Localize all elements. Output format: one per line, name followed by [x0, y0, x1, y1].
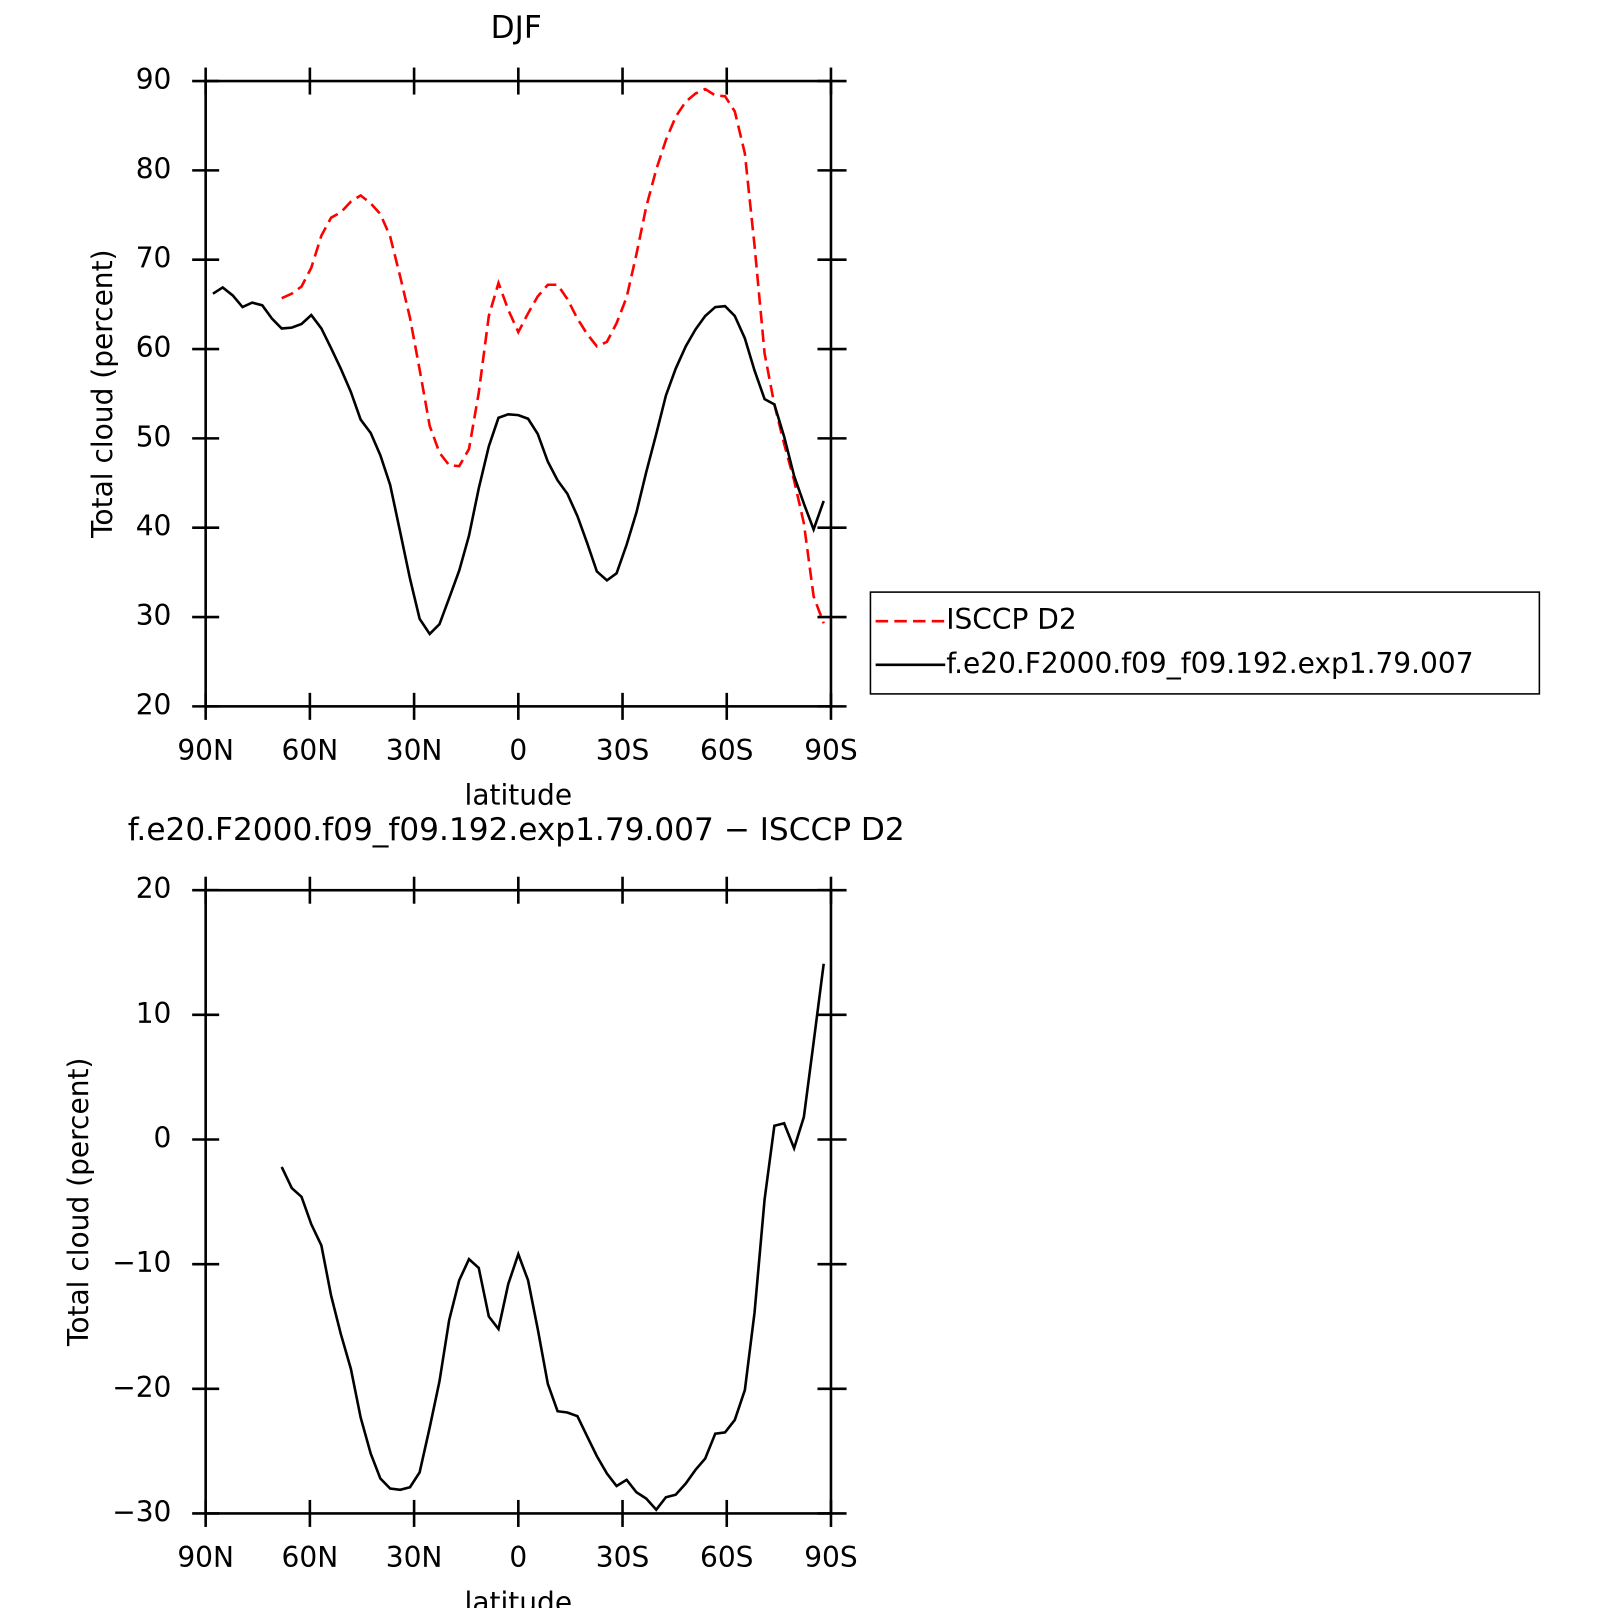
y-tick-label: −10	[112, 1246, 171, 1279]
data-line	[280, 963, 825, 1512]
y-axis-label: Total cloud (percent)	[86, 249, 119, 538]
y-tick-label: 80	[136, 152, 172, 185]
x-tick-label: 0	[509, 1541, 527, 1574]
x-tick-label: 0	[509, 734, 527, 767]
legend-box	[869, 591, 1541, 695]
y-tick-label: 50	[136, 420, 172, 453]
y-tick-label: 90	[136, 63, 172, 96]
x-tick-label: 30S	[596, 1541, 649, 1574]
y-axis-label: Total cloud (percent)	[62, 1058, 95, 1347]
x-tick-label: 30N	[386, 1541, 443, 1574]
legend-label: ISCCP D2	[946, 603, 1076, 636]
x-tick-label: 60S	[700, 1541, 753, 1574]
y-tick-label: −20	[112, 1371, 171, 1404]
x-tick-label: 60N	[282, 734, 339, 767]
y-tick-label: 70	[136, 242, 172, 275]
y-tick-label: −30	[112, 1495, 171, 1528]
y-tick-label: 0	[154, 1122, 172, 1155]
y-tick-label: 20	[136, 872, 172, 905]
plot-frame	[204, 888, 833, 1515]
y-tick-label: 60	[136, 331, 172, 364]
x-tick-label: 30N	[386, 734, 443, 767]
y-tick-label: 30	[136, 599, 172, 632]
x-tick-label: 90N	[177, 734, 234, 767]
x-tick-label: 60S	[700, 734, 753, 767]
y-tick-label: 40	[136, 510, 172, 543]
chart-title: f.e20.F2000.f09_f09.192.exp1.79.007 − IS…	[128, 812, 905, 848]
x-axis-label: latitude	[465, 779, 573, 812]
chart-title: DJF	[491, 10, 542, 46]
x-tick-label: 90N	[177, 1541, 234, 1574]
y-tick-label: 20	[136, 688, 172, 721]
x-tick-label: 90S	[804, 1541, 857, 1574]
data-line	[281, 87, 825, 624]
y-tick-label: 10	[136, 997, 172, 1030]
legend-label: f.e20.F2000.f09_f09.192.exp1.79.007	[946, 647, 1473, 680]
data-line	[212, 285, 825, 637]
x-tick-label: 90S	[804, 734, 857, 767]
x-tick-label: 60N	[282, 1541, 339, 1574]
plot-frame	[204, 79, 833, 708]
x-tick-label: 30S	[596, 734, 649, 767]
x-axis-label: latitude	[465, 1586, 573, 1608]
